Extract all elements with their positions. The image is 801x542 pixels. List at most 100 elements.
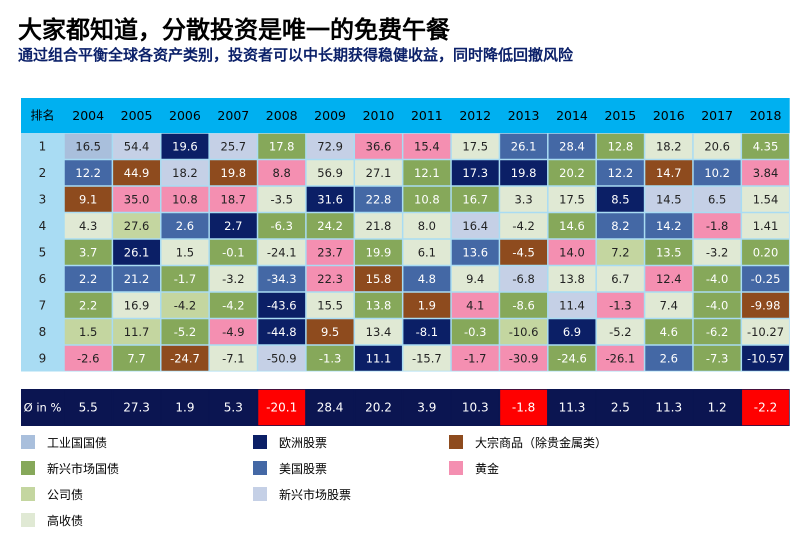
cell-value: 17.5 xyxy=(559,192,585,206)
year-header: 2015 xyxy=(604,108,636,123)
cell-em_equity xyxy=(113,133,161,159)
rank-label: 1 xyxy=(39,139,47,153)
cell-us_equity xyxy=(645,213,693,239)
cell-value: 8.0 xyxy=(418,219,436,233)
cell-em_gov xyxy=(548,160,596,186)
cell-value: 19.9 xyxy=(366,245,392,259)
average-value: -20.1 xyxy=(266,401,297,415)
cell-value: -4.0 xyxy=(706,298,728,312)
average-cell xyxy=(645,389,693,426)
cell-commodities xyxy=(645,160,693,186)
rank-label: 8 xyxy=(39,325,47,339)
cell-value: 1.9 xyxy=(418,298,436,312)
cell-value: 1.5 xyxy=(176,245,194,259)
cell-value: -1.3 xyxy=(319,351,341,365)
cell-us_equity xyxy=(161,213,209,239)
cell-value: 9.1 xyxy=(79,192,97,206)
cell-value: -8.6 xyxy=(512,298,534,312)
cell-value: 14.6 xyxy=(559,219,585,233)
cell-em_equity xyxy=(451,213,499,239)
cell-commodities xyxy=(403,292,451,318)
cell-value: 17.8 xyxy=(269,139,295,153)
average-value: 1.2 xyxy=(708,401,727,415)
cell-value: 8.8 xyxy=(273,166,291,180)
average-cell xyxy=(500,389,548,426)
cell-value: 28.4 xyxy=(559,139,585,153)
cell-em_equity xyxy=(258,345,306,371)
cell-high_yield xyxy=(645,133,693,159)
cell-us_equity xyxy=(693,160,741,186)
cell-high_yield xyxy=(742,319,789,345)
cell-value: -24.7 xyxy=(170,351,200,365)
cell-euro_equity xyxy=(596,186,644,212)
average-cell xyxy=(209,389,257,426)
cell-gold xyxy=(209,319,257,345)
cell-high_yield xyxy=(742,186,789,212)
cell-value: 1.41 xyxy=(753,219,779,233)
cell-value: -0.1 xyxy=(222,245,244,259)
average-value: 2.5 xyxy=(611,401,630,415)
cell-value: 8.2 xyxy=(611,219,629,233)
cell-value: 18.7 xyxy=(221,192,247,206)
cell-gold xyxy=(645,266,693,292)
cell-gold xyxy=(403,133,451,159)
average-cell xyxy=(403,389,451,426)
cell-value: 2.2 xyxy=(79,298,97,312)
cell-value: 25.7 xyxy=(221,139,247,153)
cell-em_gov xyxy=(403,160,451,186)
cell-value: 35.0 xyxy=(124,192,150,206)
average-cell xyxy=(548,389,596,426)
cell-high_yield xyxy=(258,186,306,212)
cell-high_yield xyxy=(451,266,499,292)
cell-value: -2.6 xyxy=(77,351,99,365)
cell-gold xyxy=(209,186,257,212)
cell-value: -4.0 xyxy=(706,272,728,286)
average-value: 3.9 xyxy=(417,401,436,415)
cell-em_equity xyxy=(209,133,257,159)
cell-high_yield xyxy=(451,133,499,159)
cell-value: 27.6 xyxy=(124,219,150,233)
cell-high_yield xyxy=(693,239,741,265)
cell-value: -1.8 xyxy=(706,219,728,233)
cell-high_yield xyxy=(355,160,402,186)
average-value: 20.2 xyxy=(365,401,392,415)
cell-value: 26.1 xyxy=(511,139,537,153)
cell-value: 3.3 xyxy=(514,192,532,206)
cell-value: -7.1 xyxy=(222,351,244,365)
average-value: 5.5 xyxy=(79,401,98,415)
rank-label: 5 xyxy=(39,245,47,259)
cell-high_yield xyxy=(742,213,789,239)
cell-em_gov xyxy=(161,266,209,292)
cell-value: 14.2 xyxy=(656,219,682,233)
page-subtitle: 通过组合平衡全球各资产类别，投资者可以中长期获得稳健收益，同时降低回撤风险 xyxy=(18,46,574,64)
cell-us_equity xyxy=(64,266,112,292)
cell-em_gov xyxy=(355,239,402,265)
year-header: 2016 xyxy=(653,108,685,123)
cell-value: -5.2 xyxy=(609,325,631,339)
cell-high_yield xyxy=(209,266,257,292)
cell-value: -0.25 xyxy=(751,272,781,286)
cell-value: 44.9 xyxy=(124,166,150,180)
cell-corporate xyxy=(596,239,644,265)
cell-euro_equity xyxy=(742,345,789,371)
cell-value: -1.7 xyxy=(174,272,196,286)
cell-em_gov xyxy=(451,319,499,345)
average-cell xyxy=(596,389,644,426)
cell-em_gov xyxy=(64,239,112,265)
cell-gold xyxy=(596,292,644,318)
cell-value: 7.7 xyxy=(127,351,145,365)
cell-euro_equity xyxy=(209,213,257,239)
cell-euro_equity xyxy=(355,345,402,371)
average-cell xyxy=(113,389,161,426)
cell-commodities xyxy=(209,160,257,186)
average-value: 11.3 xyxy=(559,401,586,415)
cell-gold xyxy=(113,186,161,212)
cell-value: 9.4 xyxy=(466,272,484,286)
cell-industrial_gov xyxy=(64,133,112,159)
cell-gold xyxy=(548,239,596,265)
cell-em_gov xyxy=(209,292,257,318)
cell-high_yield xyxy=(113,292,161,318)
cell-value: 19.8 xyxy=(511,166,537,180)
cell-value: -26.1 xyxy=(605,351,635,365)
average-value: -1.8 xyxy=(512,401,535,415)
